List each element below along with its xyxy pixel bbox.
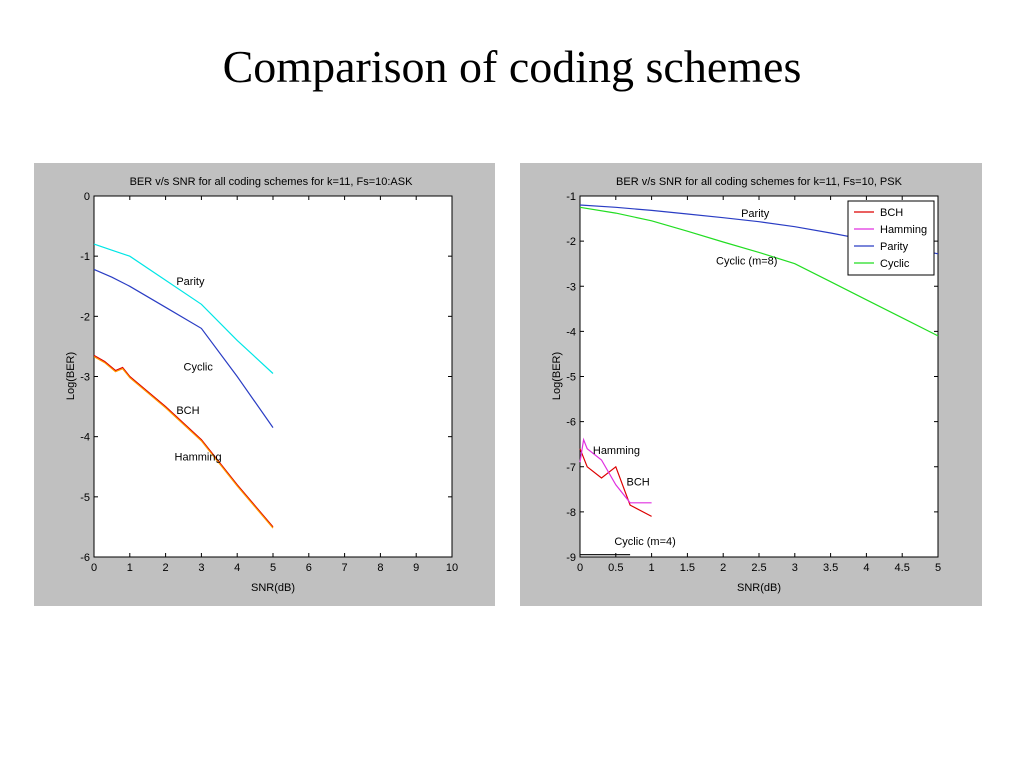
x-tick-label: 2.5 xyxy=(751,562,766,574)
y-tick-label: -4 xyxy=(566,326,576,338)
y-tick-label: -8 xyxy=(566,507,576,519)
x-tick-label: 2 xyxy=(720,562,726,574)
annotation-label: Parity xyxy=(741,208,770,220)
chart-psk: BER v/s SNR for all coding schemes for k… xyxy=(551,176,941,594)
x-tick-label: 7 xyxy=(342,562,348,574)
y-tick-label: -4 xyxy=(80,432,90,444)
x-tick-label: 2 xyxy=(163,562,169,574)
y-tick-label: -2 xyxy=(566,236,576,248)
x-tick-label: 0 xyxy=(91,562,97,574)
chart-title: BER v/s SNR for all coding schemes for k… xyxy=(616,176,903,188)
annotation-label: Hamming xyxy=(593,445,640,457)
chart-panel-psk: BER v/s SNR for all coding schemes for k… xyxy=(520,163,982,606)
series-line xyxy=(93,354,274,528)
x-tick-label: 3 xyxy=(198,562,204,574)
y-tick-label: -1 xyxy=(80,251,90,263)
y-tick-label: -2 xyxy=(80,311,90,323)
x-tick-label: 0 xyxy=(577,562,583,574)
y-tick-label: 0 xyxy=(84,191,90,203)
y-tick-label: -3 xyxy=(80,372,90,384)
x-tick-label: 6 xyxy=(306,562,312,574)
chart-ask: BER v/s SNR for all coding schemes for k… xyxy=(65,176,458,594)
x-tick-label: 8 xyxy=(377,562,383,574)
series-line xyxy=(93,356,274,529)
legend-label: Parity xyxy=(880,241,909,253)
legend-label: BCH xyxy=(880,207,903,219)
x-tick-label: 5 xyxy=(270,562,276,574)
y-tick-label: -5 xyxy=(80,492,90,504)
plot-area xyxy=(93,195,453,558)
series-line xyxy=(93,268,274,428)
x-tick-label: 0.5 xyxy=(608,562,623,574)
x-tick-label: 1 xyxy=(649,562,655,574)
series-line xyxy=(93,243,274,374)
x-tick-label: 1 xyxy=(127,562,133,574)
legend-label: Cyclic xyxy=(880,258,910,270)
x-tick-label: 1.5 xyxy=(680,562,695,574)
chart-title: BER v/s SNR for all coding schemes for k… xyxy=(130,176,414,188)
x-tick-label: 9 xyxy=(413,562,419,574)
x-tick-label: 3 xyxy=(792,562,798,574)
legend-label: Hamming xyxy=(880,224,927,236)
y-tick-label: -5 xyxy=(566,372,576,384)
annotation-label: Cyclic xyxy=(184,361,214,373)
y-axis-label: Log(BER) xyxy=(65,352,77,400)
chart-panel-ask: BER v/s SNR for all coding schemes for k… xyxy=(34,163,495,606)
annotation-label: Cyclic (m=4) xyxy=(614,536,675,548)
y-tick-label: -3 xyxy=(566,281,576,293)
series-line-cyclic xyxy=(579,206,939,337)
legend: BCH Hamming Parity Cyclic xyxy=(847,200,935,276)
y-tick-label: -1 xyxy=(566,191,576,203)
x-tick-label: 10 xyxy=(446,562,458,574)
y-tick-label: -6 xyxy=(566,417,576,429)
y-tick-label: -7 xyxy=(566,462,576,474)
x-tick-label: 5 xyxy=(935,562,941,574)
series-line-hamming xyxy=(579,437,652,504)
annotation-label: BCH xyxy=(176,405,199,417)
x-tick-label: 4 xyxy=(234,562,240,574)
x-axis-label: SNR(dB) xyxy=(251,582,295,594)
annotation-label: Hamming xyxy=(175,452,222,464)
annotation-label: Parity xyxy=(176,276,205,288)
annotation-label: BCH xyxy=(627,477,650,489)
x-tick-label: 4 xyxy=(863,562,869,574)
annotation-label: Cyclic (m=8) xyxy=(716,256,777,268)
x-axis-label: SNR(dB) xyxy=(737,582,781,594)
y-tick-label: -9 xyxy=(566,552,576,564)
y-tick-label: -6 xyxy=(80,552,90,564)
slide-title: Comparison of coding schemes xyxy=(222,41,802,92)
y-axis-label: Log(BER) xyxy=(551,352,563,400)
x-tick-label: 3.5 xyxy=(823,562,838,574)
x-tick-label: 4.5 xyxy=(895,562,910,574)
